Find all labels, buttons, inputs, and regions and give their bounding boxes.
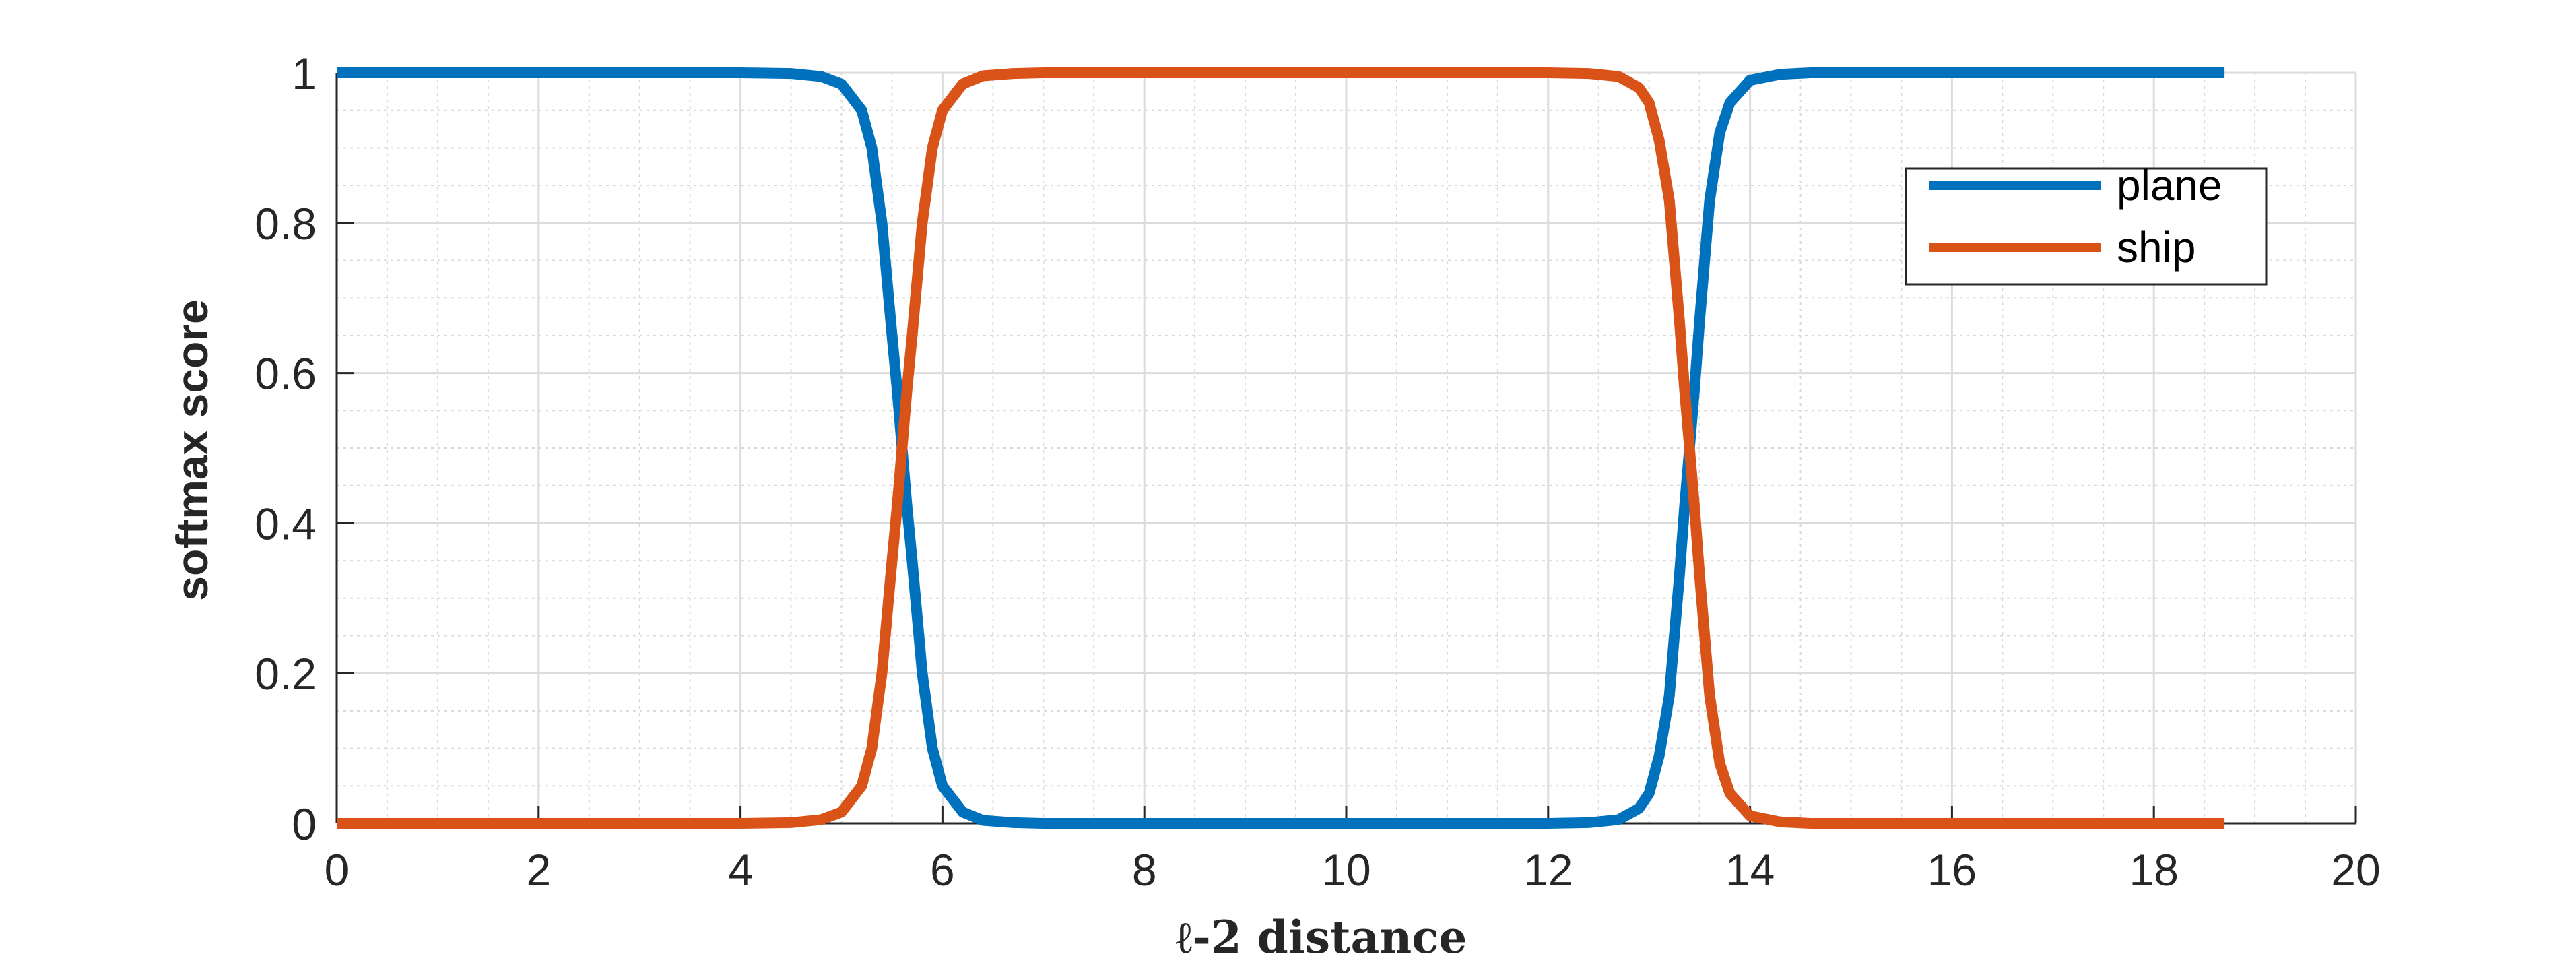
legend-label-plane: plane <box>2117 161 2222 210</box>
x-tick-label: 18 <box>2129 845 2178 895</box>
x-axis-label: ℓ-2 distance <box>1176 911 1467 964</box>
x-tick-label: 16 <box>1927 845 1977 895</box>
x-tick-label: 20 <box>2331 845 2380 895</box>
legend-label-ship: ship <box>2117 223 2195 272</box>
series-lines <box>337 67 2225 829</box>
y-tick-label: 0.4 <box>255 499 317 548</box>
x-tick-label: 2 <box>526 845 551 895</box>
y-tick-label: 1 <box>292 49 317 98</box>
x-tick-label: 0 <box>325 845 350 895</box>
y-axis-label: softmax score <box>167 299 217 601</box>
x-tick-label: 12 <box>1523 845 1573 895</box>
x-tick-label: 8 <box>1132 845 1157 895</box>
series-line-ship <box>337 67 2225 829</box>
y-tick-label: 0.6 <box>255 349 317 399</box>
legend: plane ship <box>1905 161 2268 286</box>
series-line-plane <box>337 67 2225 829</box>
x-tick-label: 10 <box>1321 845 1370 895</box>
x-tick-label: 6 <box>930 845 955 895</box>
x-tick-label: 4 <box>728 845 753 895</box>
y-tick-label: 0.2 <box>255 649 317 699</box>
tick-labels: 0 2 4 6 8 10 12 14 16 18 20 0 0.2 0.4 0.6 0.8 1 <box>255 49 2380 895</box>
x-tick-label: 14 <box>1725 845 1775 895</box>
y-tick-label: 0 <box>292 799 317 849</box>
y-tick-label: 0.8 <box>255 199 317 249</box>
